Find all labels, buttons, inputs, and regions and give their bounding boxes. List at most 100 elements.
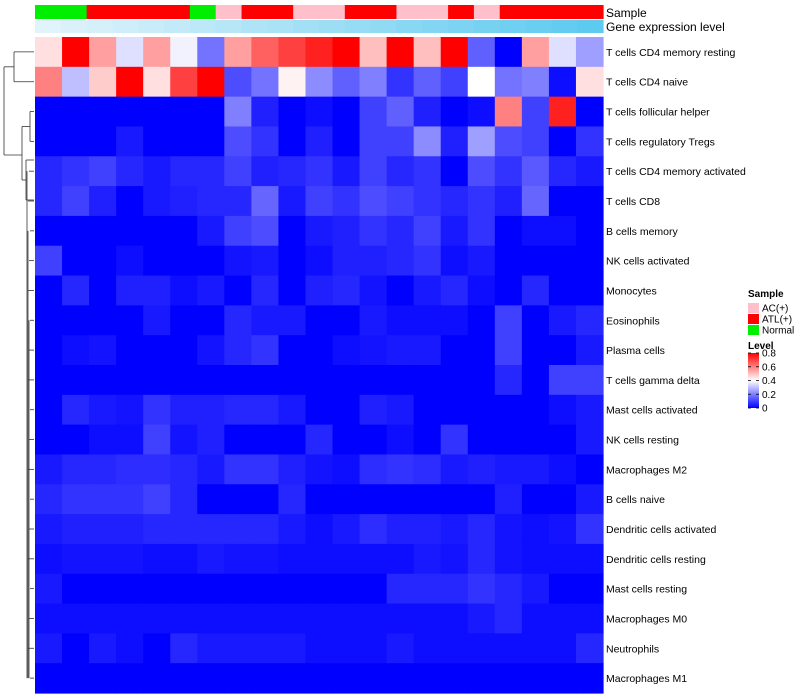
heatmap-cell xyxy=(62,66,90,98)
legend-level-title: Level xyxy=(748,341,774,352)
heatmap-cell xyxy=(548,305,577,336)
row-label: T cells CD4 memory resting xyxy=(606,47,735,59)
heatmap-cell xyxy=(89,484,117,515)
heatmap-cell xyxy=(251,96,280,128)
heatmap-cell xyxy=(224,484,252,515)
legend: Sample AC(+)ATL(+)Normal Level 0.8 0.6 0.4… xyxy=(748,289,794,415)
heatmap-cell xyxy=(35,245,63,277)
heatmap-cell xyxy=(116,543,144,575)
heatmap-cell xyxy=(224,573,252,605)
heatmap-cell xyxy=(251,514,280,545)
heatmap-cell xyxy=(413,484,442,515)
heatmap-cell xyxy=(197,305,225,336)
row-label: NK cells resting xyxy=(606,435,679,447)
heatmap-cell xyxy=(413,96,442,128)
heatmap-cell xyxy=(116,37,144,68)
heatmap-cell xyxy=(548,663,577,694)
heatmap-cell xyxy=(386,543,415,575)
heatmap-cell xyxy=(440,484,469,515)
heatmap-cell xyxy=(494,186,523,217)
heatmap-cell xyxy=(170,335,198,366)
heatmap-cell xyxy=(413,305,442,336)
heatmap-cell xyxy=(521,663,550,694)
heatmap-cell xyxy=(494,37,523,68)
heatmap-cell xyxy=(35,454,63,485)
heatmap-cell xyxy=(143,424,171,456)
heatmap-cell xyxy=(116,335,144,366)
level-tick-label: 0.4 xyxy=(762,376,776,387)
heatmap-cell xyxy=(89,514,117,545)
heatmap-cell xyxy=(332,424,361,456)
heatmap-cell xyxy=(224,335,252,366)
heatmap-cell xyxy=(305,66,334,98)
heatmap-cell xyxy=(197,126,225,157)
heatmap-cell xyxy=(467,663,496,694)
heatmap-cell xyxy=(386,573,415,605)
row-label: Macrophages M0 xyxy=(606,613,687,625)
heatmap-cell xyxy=(116,186,144,217)
heatmap-cell xyxy=(197,484,225,515)
heatmap-cell xyxy=(494,245,523,277)
heatmap-cell xyxy=(467,245,496,277)
heatmap-cell xyxy=(62,305,90,336)
heatmap-cell xyxy=(305,186,334,217)
heatmap-cell xyxy=(116,484,144,515)
heatmap-cell xyxy=(224,603,252,634)
heatmap-cell xyxy=(575,573,604,605)
heatmap-cell xyxy=(251,543,280,575)
heatmap-cell xyxy=(89,424,117,456)
heatmap-cell xyxy=(359,543,388,575)
heatmap-cell xyxy=(278,365,307,396)
heatmap-cell xyxy=(359,245,388,277)
heatmap-cell xyxy=(116,424,144,456)
heatmap-cell xyxy=(305,335,334,366)
heatmap-cell xyxy=(62,603,90,634)
heatmap-cell xyxy=(116,365,144,396)
row-label: NK cells activated xyxy=(606,256,690,268)
heatmap-cell xyxy=(332,275,361,306)
heatmap-cell xyxy=(575,126,604,157)
heatmap-cell xyxy=(521,156,550,187)
heatmap-cell xyxy=(548,424,577,456)
row-label: Dendritic cells resting xyxy=(606,554,706,566)
heatmap-cell xyxy=(413,126,442,157)
row-label: Dendritic cells activated xyxy=(606,524,716,536)
row-label: B cells memory xyxy=(606,226,679,238)
heatmap-cell xyxy=(143,37,171,68)
heatmap-cell xyxy=(116,156,144,187)
heatmap-cell xyxy=(548,514,577,545)
heatmap-cell xyxy=(548,96,577,128)
heatmap-cell xyxy=(305,156,334,187)
heatmap-cell xyxy=(575,156,604,187)
row-label: Monocytes xyxy=(606,285,657,297)
heatmap-cell xyxy=(413,186,442,217)
heatmap-cell xyxy=(575,424,604,456)
heatmap-cell xyxy=(413,365,442,396)
heatmap-cell xyxy=(359,215,388,247)
heatmap-cell xyxy=(332,215,361,247)
heatmap-cell xyxy=(440,424,469,456)
heatmap-cell xyxy=(332,126,361,157)
heatmap-cell xyxy=(359,305,388,336)
heatmap-cell xyxy=(143,365,171,396)
heatmap-cell xyxy=(467,573,496,605)
expression-annotation-cell xyxy=(189,20,217,33)
heatmap-cell xyxy=(359,663,388,694)
heatmap-cell xyxy=(170,215,198,247)
legend-label: AC(+) xyxy=(762,304,788,315)
heatmap-cell xyxy=(548,543,577,575)
heatmap-cell xyxy=(440,126,469,157)
expression-annotation-cell xyxy=(551,20,578,33)
sample-annotation-cell xyxy=(267,5,294,19)
heatmap-cell xyxy=(494,543,523,575)
heatmap-cell xyxy=(548,37,577,68)
heatmap-cell xyxy=(359,454,388,485)
heatmap-cell xyxy=(521,245,550,277)
level-tick-label: 0.8 xyxy=(762,349,776,360)
heatmap-cell xyxy=(35,126,63,157)
legend-swatch xyxy=(748,314,759,324)
heatmap-cell xyxy=(251,245,280,277)
heatmap-cell xyxy=(35,424,63,456)
heatmap-cell xyxy=(89,96,117,128)
heatmap-cell xyxy=(224,156,252,187)
